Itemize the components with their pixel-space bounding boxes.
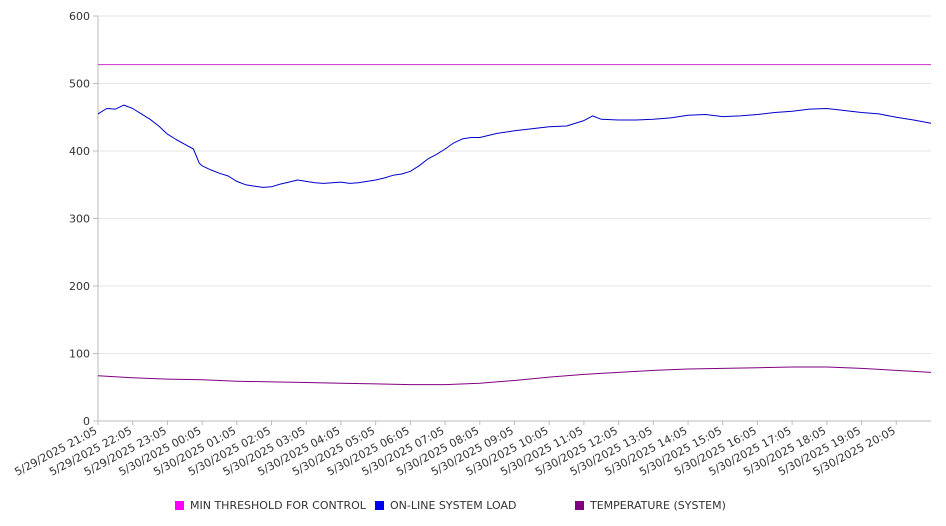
legend-item-min-threshold: MIN THRESHOLD FOR CONTROL bbox=[175, 499, 366, 512]
y-tick-labels: 0 100 200 300 400 500 600 bbox=[69, 10, 98, 428]
series-line-system-load bbox=[97, 104, 932, 188]
legend-label-system-load: ON-LINE SYSTEM LOAD bbox=[390, 499, 517, 512]
legend-swatch-min-threshold bbox=[175, 501, 184, 510]
y-tick-label: 200 bbox=[69, 280, 90, 293]
series-lines bbox=[97, 64, 932, 386]
gridlines bbox=[98, 15, 931, 354]
y-tick-label: 600 bbox=[69, 10, 90, 23]
legend-item-temperature: TEMPERATURE (SYSTEM) bbox=[575, 499, 726, 512]
y-tick-label: 0 bbox=[83, 415, 90, 428]
y-tick-label: 500 bbox=[69, 78, 90, 91]
legend-swatch-temperature bbox=[575, 501, 584, 510]
y-tick-label: 100 bbox=[69, 348, 90, 361]
y-tick-label: 300 bbox=[69, 213, 90, 226]
legend-label-temperature: TEMPERATURE (SYSTEM) bbox=[590, 499, 726, 512]
legend-item-system-load: ON-LINE SYSTEM LOAD bbox=[375, 499, 516, 512]
legend: MIN THRESHOLD FOR CONTROL ON-LINE SYSTEM… bbox=[0, 499, 946, 513]
x-tick-labels: 5/29/2025 21:055/29/2025 22:055/29/2025 … bbox=[12, 421, 898, 479]
legend-swatch-system-load bbox=[375, 501, 384, 510]
legend-label-min-threshold: MIN THRESHOLD FOR CONTROL bbox=[190, 499, 366, 512]
series-line-temperature bbox=[97, 366, 932, 386]
y-tick-label: 400 bbox=[69, 145, 90, 158]
